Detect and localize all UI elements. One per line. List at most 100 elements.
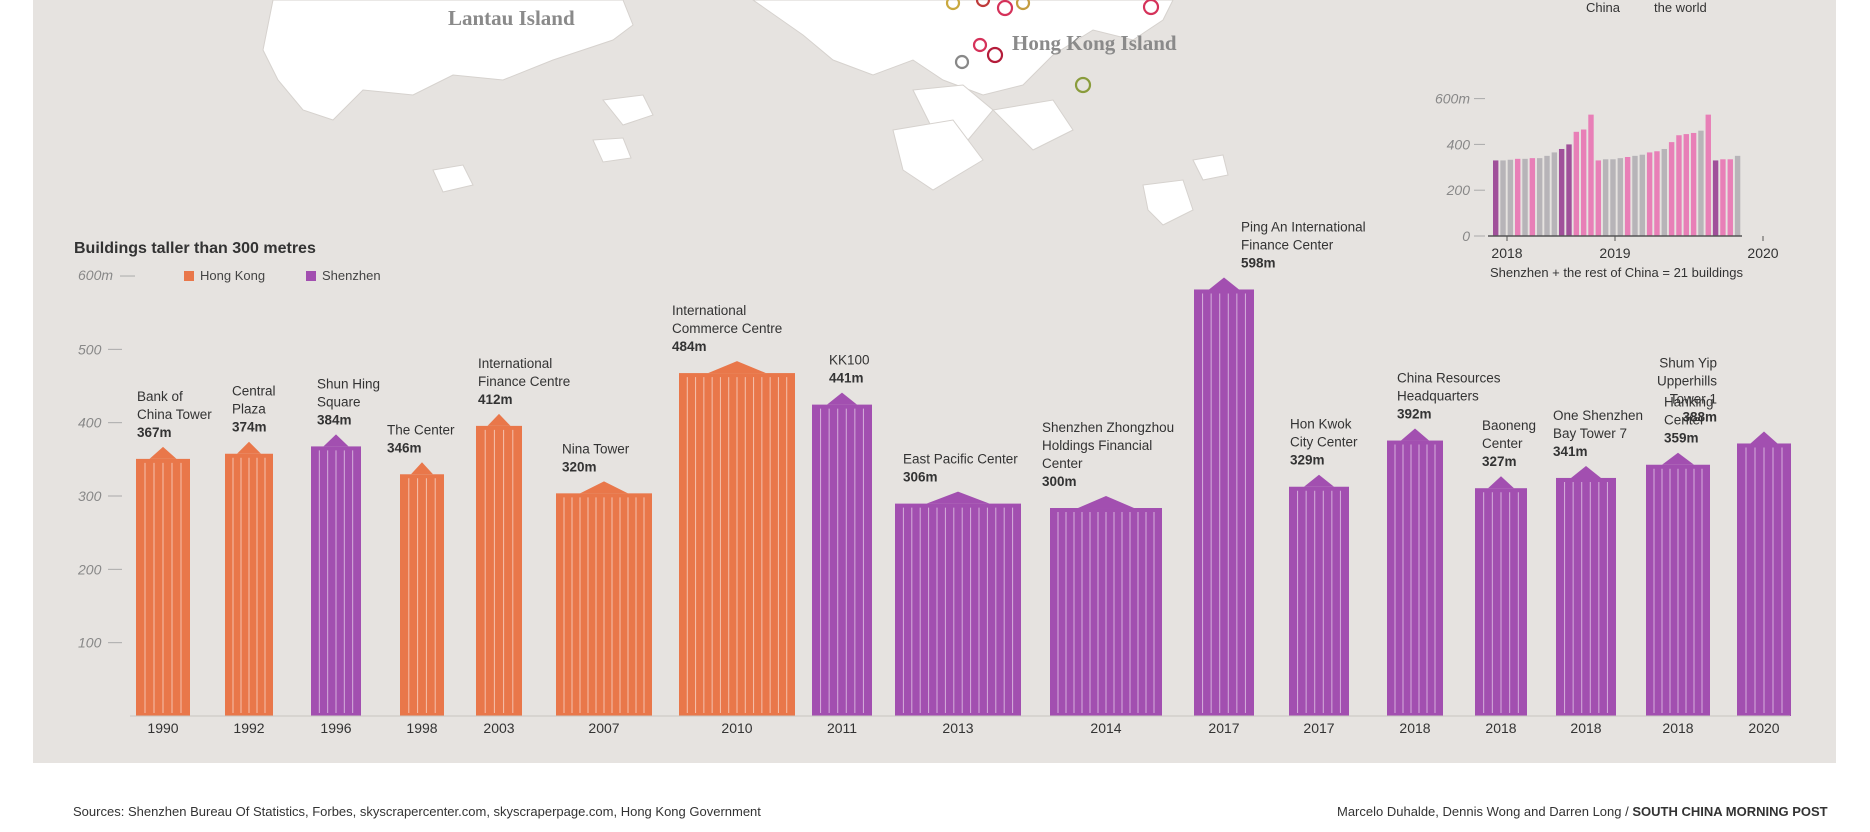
footer-sources-text: Shenzhen Bureau Of Statistics, Forbes, s…	[127, 804, 761, 819]
inset-bar	[1544, 155, 1550, 236]
building-name-label: Nina Tower	[562, 441, 630, 456]
inset-bar	[1654, 151, 1660, 236]
building-crown	[1750, 431, 1778, 444]
building-height-label: 384m	[317, 412, 352, 427]
building-crown	[926, 491, 990, 504]
inset-bar	[1632, 155, 1638, 236]
building-year-label: 2018	[1485, 720, 1516, 736]
building-crown	[1401, 428, 1429, 441]
building-name-label: Square	[317, 394, 361, 409]
building-year-label: 2020	[1748, 720, 1779, 736]
building-name-label: Hon Kwok	[1290, 417, 1352, 432]
building-year-label: 2013	[942, 720, 973, 736]
inset-bar	[1595, 160, 1602, 236]
inset-y-tick-label: 600m	[1435, 91, 1470, 107]
y-tick-label: 200	[77, 561, 102, 577]
building-name-label: Central	[232, 384, 276, 399]
building-height-label: 392m	[1397, 407, 1432, 422]
building-crown	[580, 481, 628, 494]
building-name-label: Headquarters	[1397, 389, 1479, 404]
building-year-label: 1990	[147, 720, 178, 736]
building-crown	[487, 413, 511, 426]
y-tick-label: 300	[78, 488, 102, 504]
building-name-label: Baoneng	[1482, 418, 1536, 433]
building-year-label: 1992	[233, 720, 264, 736]
inset-bar	[1676, 135, 1682, 236]
building-year-label: 2018	[1399, 720, 1430, 736]
inset-bar	[1602, 159, 1609, 236]
inset-bar	[1705, 114, 1711, 236]
footer-credit-text: Marcelo Duhalde, Dennis Wong and Darren …	[1337, 804, 1629, 819]
building-15	[1646, 452, 1710, 716]
building-crown	[237, 441, 261, 454]
building-5	[556, 481, 652, 716]
building-crown	[1209, 277, 1239, 290]
building-year-label: 2018	[1662, 720, 1693, 736]
inset-bar	[1566, 144, 1572, 236]
building-crown	[411, 462, 433, 475]
inset-y-tick-label: 200	[1446, 182, 1471, 198]
inset-bar	[1507, 159, 1514, 236]
building-crown	[1662, 452, 1694, 465]
footer-sources-prefix: Sources:	[73, 804, 125, 819]
y-tick-label: 400	[78, 415, 102, 431]
building-name-label: Hanking	[1664, 395, 1714, 410]
building-bar	[400, 474, 444, 716]
building-year-label: 2018	[1570, 720, 1601, 736]
building-bar	[895, 503, 1021, 716]
building-12	[1387, 428, 1443, 716]
building-7	[812, 392, 872, 716]
inset-bar	[1500, 160, 1506, 236]
inset-bar	[1734, 155, 1741, 236]
building-name-label: Shenzhen Zhongzhou	[1042, 420, 1174, 435]
building-year-label: 1998	[406, 720, 437, 736]
building-name-label: International	[478, 356, 552, 371]
inset-bar	[1580, 129, 1587, 236]
building-bar	[812, 404, 872, 716]
chart-title: Buildings taller than 300 metres	[74, 240, 316, 257]
building-name-label: City Center	[1290, 435, 1358, 450]
building-height-label: 374m	[232, 420, 267, 435]
building-name-label: Ping An International	[1241, 219, 1366, 234]
building-name-label: KK100	[829, 353, 870, 368]
building-6	[679, 361, 795, 716]
inset-bar	[1536, 158, 1543, 236]
building-name-label: The Center	[387, 422, 455, 437]
building-11	[1289, 474, 1349, 716]
building-height-label: 412m	[478, 392, 513, 407]
y-tick-label: 100	[78, 635, 102, 651]
inset-bar	[1529, 158, 1536, 236]
building-height-label: 327m	[1482, 454, 1517, 469]
inset-bar	[1661, 148, 1667, 236]
inset-bar	[1514, 158, 1521, 236]
building-name-label: Bank of	[137, 389, 183, 404]
building-name-label: East Pacific Center	[903, 452, 1018, 467]
building-bar	[476, 425, 522, 716]
inset-x-label: 2019	[1599, 245, 1630, 261]
y-tick-label: 500	[78, 341, 102, 357]
building-bar	[1556, 477, 1616, 716]
building-name-label: Finance Centre	[478, 374, 570, 389]
inset-bar	[1683, 134, 1689, 236]
building-height-label: 329m	[1290, 453, 1325, 468]
inset-bar	[1668, 142, 1675, 236]
building-name-label: Center	[1482, 436, 1523, 451]
building-3	[400, 462, 444, 716]
building-crown	[1488, 476, 1514, 489]
inset-bar	[1712, 160, 1719, 236]
inset-bar	[1522, 158, 1528, 236]
inset-y-tick-label: 0	[1462, 228, 1470, 244]
building-name-label: Upperhills	[1657, 373, 1717, 388]
building-crown	[1078, 496, 1134, 509]
building-1	[225, 441, 273, 716]
building-name-label: Bay Tower 7	[1553, 426, 1627, 441]
building-crown	[323, 434, 349, 447]
inset-bar	[1551, 152, 1558, 236]
building-crown	[1304, 474, 1334, 487]
inset-bar	[1690, 132, 1697, 236]
legend-label-hong-kong: Hong Kong	[200, 268, 266, 283]
building-name-label: Holdings Financial	[1042, 438, 1152, 453]
building-4	[476, 413, 522, 716]
building-14	[1556, 465, 1616, 716]
building-crown	[149, 446, 177, 459]
